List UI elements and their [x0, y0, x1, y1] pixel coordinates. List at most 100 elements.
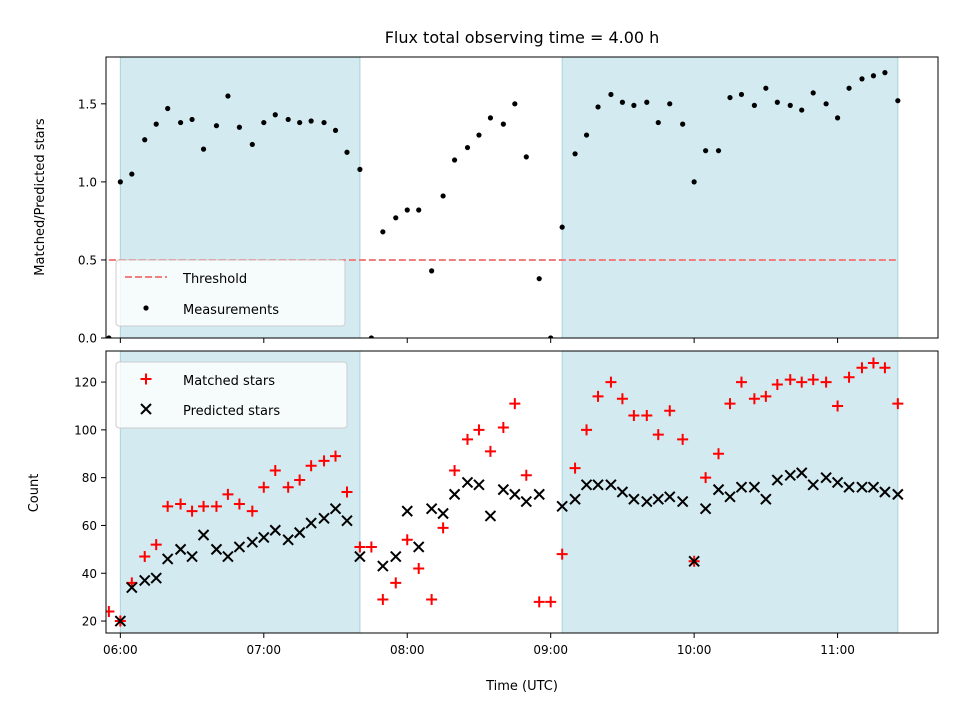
y-tick-label: 20 [82, 615, 97, 629]
measurement-point [476, 132, 482, 138]
measurement-point [297, 119, 303, 126]
legend-matched-swatch [140, 373, 152, 385]
matched-star-point [820, 376, 832, 388]
matched-star-point [354, 541, 366, 553]
predicted-star-point [305, 517, 317, 529]
measurement-point [153, 121, 159, 127]
legend-measurement-label: Measurements [183, 303, 279, 318]
predicted-star-point [509, 488, 521, 501]
y-tick-label: 120 [74, 376, 97, 390]
matched-star-point [222, 488, 234, 500]
predicted-star-point [390, 550, 402, 563]
matched-star-point [186, 505, 198, 517]
measurement-point [440, 193, 446, 199]
measurement-point [846, 85, 852, 91]
predicted-star-point [258, 531, 270, 544]
matched-star-point [258, 481, 270, 493]
measurement-point [619, 99, 626, 105]
x-tick-label: 08:00 [390, 643, 425, 657]
measurement-point [393, 215, 399, 221]
predicted-star-point [413, 541, 425, 553]
measurement-point [308, 118, 314, 124]
matched-star-point [856, 362, 868, 374]
matched-star-point [341, 486, 353, 498]
predicted-star-point [556, 500, 568, 513]
predicted-star-point [641, 495, 653, 508]
predicted-star-point [269, 524, 281, 536]
measurement-point [774, 99, 780, 105]
predicted-star-point [879, 486, 891, 498]
matched-star-point [807, 374, 819, 386]
measurement-point [655, 119, 661, 126]
measurement-point [512, 101, 518, 107]
matched-star-point [210, 500, 222, 512]
predicted-star-point [820, 471, 832, 484]
y-tick-label: 1.5 [78, 97, 97, 111]
measurement-point [631, 102, 637, 108]
matched-star-point [294, 474, 306, 486]
measurement-point [548, 335, 554, 338]
top-plot-area [106, 57, 901, 338]
measurement-point [595, 104, 601, 110]
predicted-star-point [843, 481, 855, 493]
measurement-point [321, 119, 327, 126]
matched-star-point [735, 376, 747, 388]
measurement-point [738, 91, 745, 98]
matched-star-point [843, 371, 855, 383]
predicted-star-point [473, 479, 485, 491]
predicted-star-point [161, 553, 174, 565]
matched-star-point [437, 522, 449, 534]
measurement-point [142, 137, 148, 143]
predicted-star-point [425, 503, 438, 515]
predicted-star-point [210, 543, 223, 556]
y-tick-label: 0.5 [78, 253, 97, 267]
x-tick-label: 11:00 [820, 643, 855, 657]
observing-window-band [561, 351, 899, 633]
predicted-star-point [448, 488, 461, 501]
predicted-star-point [484, 510, 497, 522]
matched-star-point [497, 421, 509, 433]
measurement-point [416, 207, 422, 213]
matched-star-point [713, 448, 725, 460]
measurement-point [727, 94, 733, 101]
predicted-star-point [222, 550, 234, 563]
matched-star-point [175, 498, 187, 510]
measurement-point [200, 146, 207, 152]
measurement-point [117, 179, 123, 185]
measurement-point [189, 116, 195, 123]
matched-star-point [724, 398, 736, 410]
measurement-point [787, 102, 793, 108]
series-matched-stars [106, 357, 904, 627]
y-tick-label: 0.0 [78, 332, 97, 346]
matched-star-point [282, 481, 294, 493]
predicted-star-point [699, 503, 712, 515]
measurement-point [451, 157, 458, 163]
matched-star-point [556, 548, 568, 560]
predicted-star-point [592, 479, 604, 491]
predicted-star-point [401, 505, 413, 517]
measurement-point [165, 105, 171, 112]
matched-star-point [330, 450, 342, 462]
matched-star-point [426, 594, 438, 606]
matched-star-point [771, 378, 783, 390]
measurement-point [249, 141, 255, 148]
measurement-point [380, 229, 386, 235]
bottom-y-axis-label: Count [27, 474, 42, 513]
y-tick-label: 80 [82, 471, 97, 485]
predicted-star-point [856, 481, 868, 493]
matched-star-point [784, 374, 796, 386]
measurement-point [177, 119, 184, 126]
predicted-star-point [867, 481, 880, 493]
measurement-point [715, 148, 722, 154]
matched-star-point [318, 455, 330, 467]
measurement-point [691, 179, 697, 185]
predicted-star-point [139, 574, 151, 587]
measurement-point [703, 148, 709, 154]
matched-star-point [867, 357, 879, 369]
measurement-point [608, 91, 614, 98]
matched-star-point [641, 410, 653, 422]
matched-star-point [616, 393, 628, 405]
predicted-star-point [652, 493, 664, 505]
measurement-point [859, 76, 865, 82]
predicted-star-point [341, 514, 353, 527]
